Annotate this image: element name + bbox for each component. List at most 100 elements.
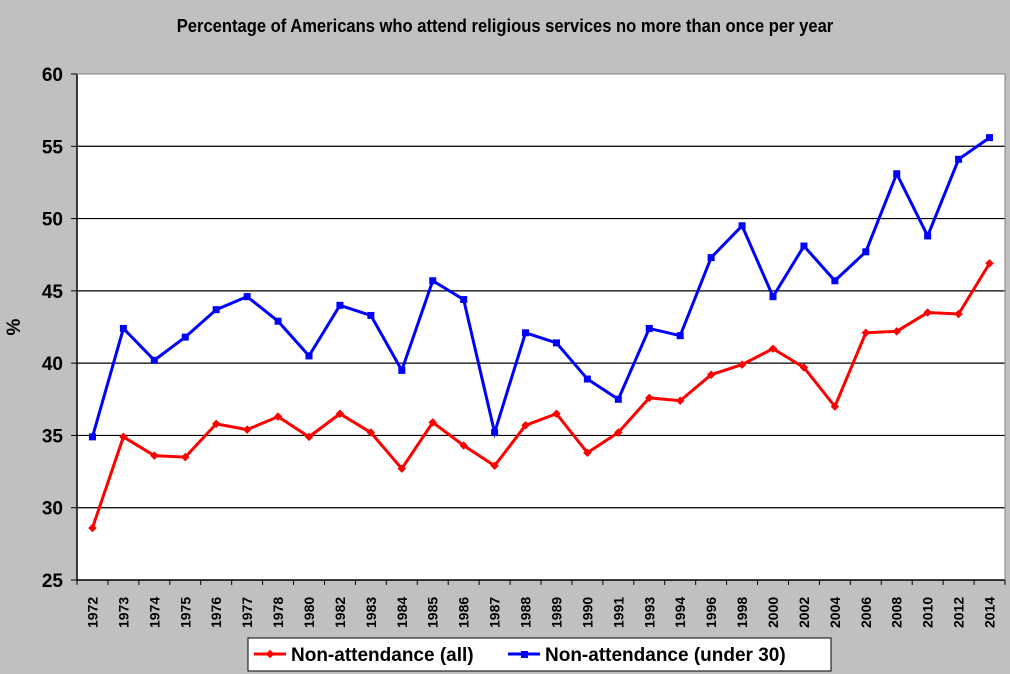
data-point	[768, 344, 778, 353]
x-tick-label: 1984	[394, 597, 410, 628]
data-point	[273, 412, 283, 421]
x-tick-label: 1987	[487, 597, 503, 628]
x-tick-label: 1989	[548, 597, 564, 628]
data-point	[150, 356, 158, 364]
data-point	[491, 429, 499, 437]
data-point	[119, 324, 127, 332]
x-tick-label: 1994	[672, 597, 688, 628]
x-tick-label: 1988	[518, 597, 534, 628]
x-tick-label: 2000	[765, 597, 781, 628]
data-point	[923, 308, 932, 317]
data-point	[366, 428, 376, 437]
x-tick-label: 2004	[827, 597, 843, 628]
data-point	[398, 366, 406, 374]
series-all	[88, 259, 994, 533]
y-axis-label: %	[4, 318, 25, 335]
data-point	[336, 301, 344, 309]
data-point	[831, 277, 839, 285]
y-tick-label: 35	[42, 426, 64, 447]
data-point	[830, 402, 840, 411]
y-axis: 25 30 35 40 45 50 55 60	[42, 65, 77, 592]
x-tick-label: 2008	[889, 597, 905, 628]
x-tick-label: 2006	[858, 597, 874, 628]
x-tick-label: 1980	[301, 597, 317, 628]
x-tick-label: 1983	[363, 597, 379, 628]
x-tick-label: 1977	[239, 597, 255, 628]
data-point	[242, 425, 252, 434]
series-group	[88, 134, 994, 533]
x-tick-label: 1996	[703, 597, 719, 628]
data-point	[676, 332, 684, 340]
x-tick-label: 1985	[425, 597, 441, 628]
data-point	[397, 464, 407, 473]
x-tick-label: 1998	[734, 597, 750, 628]
legend-label-under30: Non-attendance (under 30)	[545, 645, 786, 666]
data-point	[150, 451, 159, 460]
data-point	[490, 461, 499, 471]
data-point	[521, 421, 530, 430]
x-tick-label: 1993	[641, 597, 657, 628]
data-point	[954, 309, 963, 319]
data-point	[799, 363, 809, 372]
data-point	[737, 360, 747, 369]
data-point	[367, 311, 375, 319]
data-point	[522, 329, 530, 337]
data-point	[552, 409, 561, 418]
data-point	[861, 328, 871, 338]
data-point	[335, 409, 345, 418]
legend-label-all: Non-attendance (all)	[291, 645, 474, 666]
gridlines	[77, 145, 1005, 509]
plot-area	[77, 74, 1005, 580]
x-tick-label: 2014	[982, 597, 998, 628]
data-point	[304, 432, 314, 442]
data-point	[583, 448, 592, 458]
x-tick-label: 1991	[610, 597, 626, 628]
data-point	[892, 327, 901, 336]
data-point	[460, 296, 468, 304]
y-tick-label: 30	[42, 499, 63, 520]
legend-marker-all	[265, 649, 275, 659]
data-point	[243, 293, 251, 301]
x-tick-label: 1978	[270, 597, 286, 628]
data-point	[645, 393, 654, 403]
data-point	[707, 254, 715, 262]
series-line	[91, 136, 991, 439]
data-point	[614, 395, 622, 403]
data-point	[738, 222, 746, 230]
x-axis: 1972 1973 1974 1975 1976 1977 1978 1980 1982 1983…	[76, 580, 1006, 628]
data-point	[769, 293, 777, 301]
legend-marker-under30	[521, 651, 528, 658]
x-tick-label: 1986	[456, 597, 472, 628]
data-point	[614, 428, 623, 437]
data-point	[429, 277, 437, 285]
x-tick-label: 2002	[796, 597, 812, 628]
data-point	[955, 155, 963, 163]
data-point	[305, 352, 313, 360]
series-under-30	[88, 134, 994, 441]
data-point	[985, 259, 994, 268]
x-tick-label: 1974	[146, 597, 162, 628]
legend: Non-attendance (all) Non-attendance (und…	[247, 637, 832, 672]
chart-title: Percentage of Americans who attend relig…	[176, 16, 834, 36]
data-point	[583, 375, 591, 383]
x-tick-label: 1975	[177, 597, 193, 628]
x-tick-label: 1973	[115, 597, 131, 628]
y-tick-label: 60	[42, 65, 63, 86]
x-tick-label: 1982	[332, 597, 348, 628]
data-point	[459, 441, 468, 450]
data-point	[893, 170, 901, 178]
data-point	[675, 396, 685, 405]
x-tick-label: 1976	[208, 597, 224, 628]
data-point	[800, 242, 808, 250]
y-tick-label: 55	[42, 137, 64, 158]
data-point	[211, 419, 221, 429]
data-point	[428, 418, 437, 427]
data-point	[274, 317, 282, 325]
data-point	[88, 433, 96, 441]
x-tick-label: 2010	[920, 597, 936, 628]
data-point	[706, 370, 716, 379]
y-tick-label: 40	[42, 354, 63, 375]
series-line	[91, 262, 991, 529]
data-point	[119, 432, 128, 442]
